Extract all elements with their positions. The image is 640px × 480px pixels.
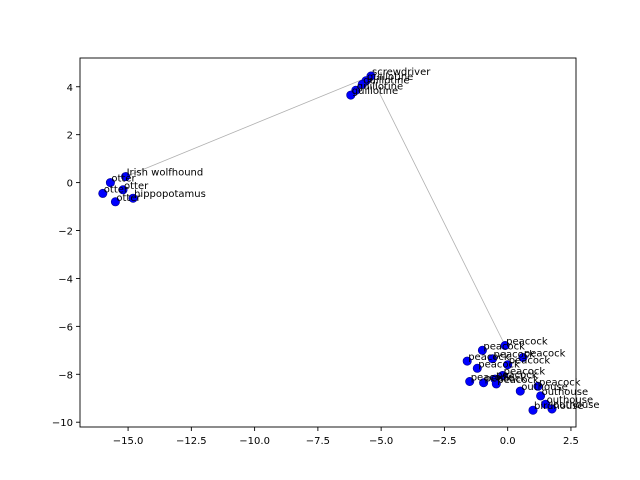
data-point [515,386,525,396]
data-point [547,404,557,414]
y-tick-label: −2 [58,227,73,238]
point-label: otter [111,174,136,185]
point-label: otter [116,193,141,204]
data-point [487,354,497,364]
point-label: peacock [478,359,520,370]
point-label: guillotine [357,81,403,92]
x-tick-label: 2.5 [563,436,579,447]
data-point [536,391,546,401]
data-point [110,197,120,207]
point-label: peacock [497,375,539,386]
x-tick-label: 0.0 [500,436,516,447]
plot-area [80,58,576,427]
axes-frame [79,57,577,428]
data-point [528,405,538,415]
axes: −15.0 −12.5 −10.0 −7.5 −5.0 −2.5 0.0 2.5 4 2 0 −2 −4… [52,57,579,447]
point-label: peacock [471,373,513,384]
point-label: outhouse [542,387,589,398]
data-point [518,352,528,362]
data-point [491,379,501,389]
data-point [541,399,551,409]
point-label: peacock [504,367,546,378]
data-point [105,178,115,188]
point-label: peacock [483,341,525,352]
point-label: peacock [485,374,527,385]
point-label: peacock [506,337,548,348]
data-point [462,356,472,366]
y-tick-label: −10 [52,418,73,429]
data-point [503,360,513,370]
y-tick-label: −8 [58,370,73,381]
point-label: screwdriver [372,67,431,78]
data-point [121,172,131,182]
data-point [465,376,475,386]
data-point [477,345,487,355]
point-label: hippopotamus [134,189,206,200]
x-tick-label: −2.5 [432,436,456,447]
data-point [346,90,356,100]
point-label: guillotine [352,86,398,97]
y-tick-label: −6 [58,322,73,333]
data-point [533,381,543,391]
point-label: Irish wolfhound [127,168,204,179]
point-label: peacock [509,356,551,367]
y-tick-label: 4 [67,83,73,94]
y-tick-label: −4 [58,274,73,285]
point-label: peacock [496,370,538,381]
point-label: outhouse [547,395,594,406]
data-points [98,71,557,415]
point-label: guillotine [367,72,413,83]
point-label: peacock [539,377,581,388]
data-point [479,378,489,388]
data-point [472,363,482,373]
point-label: peacock [468,352,510,363]
data-point [118,185,128,195]
y-tick-label: 2 [67,131,73,142]
point-label: otter [124,181,149,192]
data-point [500,340,510,350]
y-tick-label: 0 [67,179,73,190]
point-label: guillotine [363,75,409,86]
x-tick-label: −10.0 [239,436,270,447]
x-tick-label: −15.0 [113,436,144,447]
plot-background [80,58,576,427]
point-label: outhouse [521,382,568,393]
data-point [128,193,138,203]
point-label: peacock [524,349,566,360]
x-tick-label: −5.0 [369,436,393,447]
x-tick-label: −7.5 [306,436,330,447]
point-label: birdhouse [534,401,584,412]
point-label: otter [104,184,129,195]
x-tick-label: −12.5 [176,436,207,447]
data-point [357,79,367,89]
point-label: peacock [494,350,536,361]
data-point [498,370,508,380]
data-point [98,188,108,198]
